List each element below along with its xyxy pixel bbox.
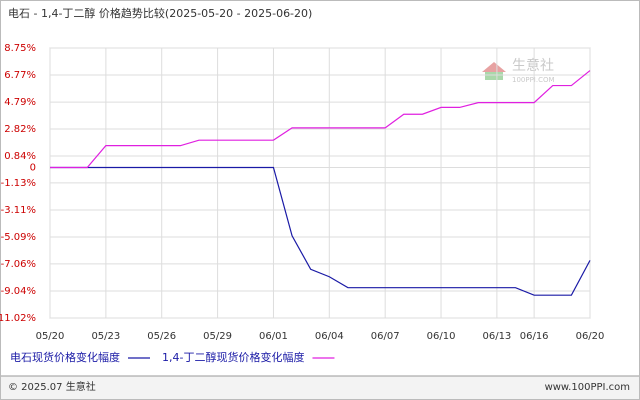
x-tick-label: 06/01 xyxy=(259,331,288,342)
y-tick-label: 6.77% xyxy=(4,70,36,81)
watermark: 生意社 100PPI.COM xyxy=(482,57,555,84)
x-tick-label: 05/20 xyxy=(36,331,65,342)
watermark-site: 100PPI.COM xyxy=(512,76,555,84)
x-tick-label: 06/13 xyxy=(482,331,511,342)
y-tick-label: -5.09% xyxy=(1,232,36,243)
footer-band xyxy=(1,376,639,399)
y-tick-label: 4.79% xyxy=(4,97,36,108)
x-tick-label: 05/23 xyxy=(91,331,120,342)
y-tick-label: 2.82% xyxy=(4,124,36,135)
footer-copyright: © 2025.07 生意社 xyxy=(8,380,96,393)
x-tick-label: 06/16 xyxy=(520,331,549,342)
y-tick-label: -9.04% xyxy=(1,286,36,297)
legend-label: 1,4-丁二醇现货价格变化幅度 xyxy=(162,350,304,364)
x-tick-label: 06/20 xyxy=(576,331,605,342)
x-tick-label: 06/04 xyxy=(315,331,344,342)
x-tick-label: 05/29 xyxy=(203,331,232,342)
y-tick-label: -1.13% xyxy=(1,178,36,189)
footer-url: www.100PPI.com xyxy=(545,382,630,393)
watermark-icon xyxy=(485,72,503,80)
chart-title: 电石 - 1,4-丁二醇 价格趋势比较(2025-05-20 - 2025-06… xyxy=(8,6,312,20)
y-tick-label: 0 xyxy=(30,162,36,173)
watermark-brand: 生意社 xyxy=(512,57,554,74)
x-tick-label: 06/07 xyxy=(371,331,400,342)
y-tick-label: 0.84% xyxy=(4,151,36,162)
x-tick-label: 05/26 xyxy=(147,331,176,342)
y-tick-label: -11.02% xyxy=(0,313,36,324)
y-tick-label: 8.75% xyxy=(4,43,36,54)
series-line xyxy=(50,166,591,296)
legend-label: 电石现货价格变化幅度 xyxy=(10,350,120,364)
watermark-icon xyxy=(482,62,506,72)
y-tick-label: -3.11% xyxy=(1,205,36,216)
y-tick-label: -7.06% xyxy=(1,259,36,270)
x-tick-label: 06/10 xyxy=(427,331,456,342)
series-line xyxy=(50,70,591,169)
